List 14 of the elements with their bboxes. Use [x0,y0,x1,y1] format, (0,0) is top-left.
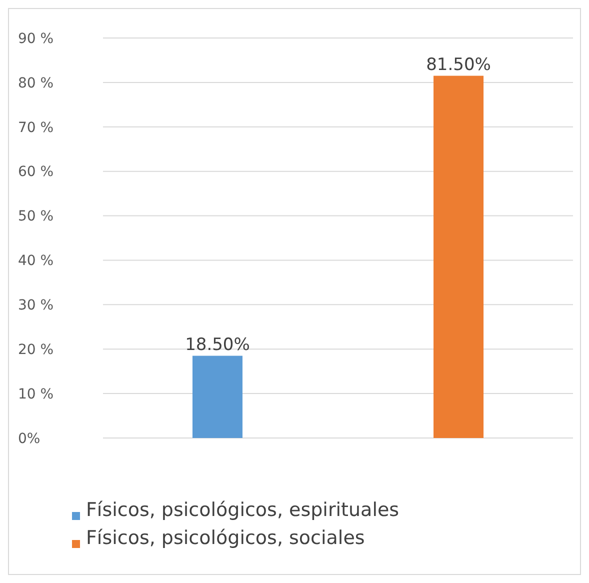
y-tick-label: 0% [18,430,40,447]
y-tick-label: 50 % [18,208,54,225]
legend-label: Físicos, psicológicos, sociales [86,527,365,549]
y-tick-label: 20 % [18,342,54,358]
y-tick-label: 70 % [18,120,54,136]
y-tick-label: 40 % [18,253,54,270]
legend-label: Físicos, psicológicos, espirituales [86,499,400,521]
y-tick-label: 60 % [18,164,54,180]
y-tick-label: 80 % [18,75,54,92]
data-label: 81.50% [426,54,491,75]
y-tick-label: 30 % [18,298,54,314]
y-tick-label: 90 % [18,30,54,47]
y-tick-label: 10 % [18,386,54,402]
data-label: 18.50% [185,334,250,355]
